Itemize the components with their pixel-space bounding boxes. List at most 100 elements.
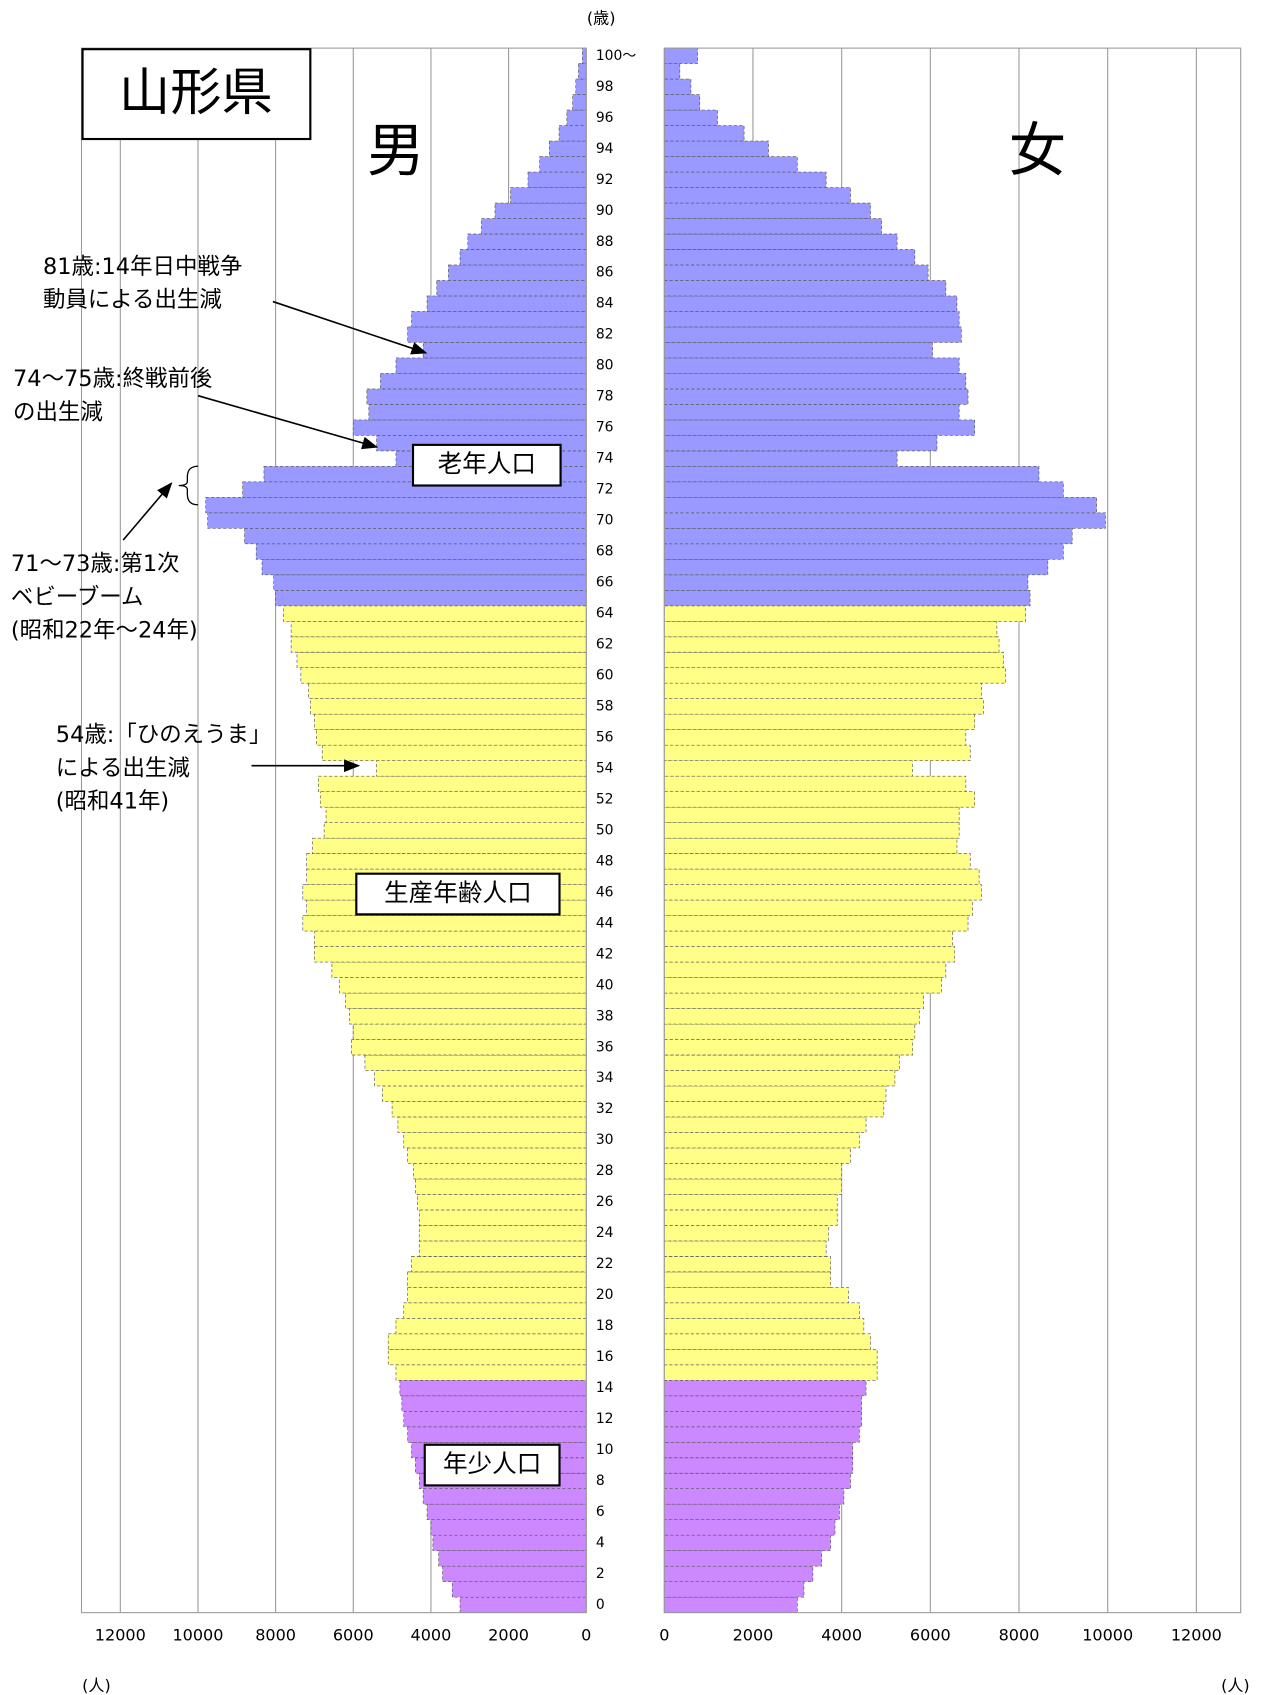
bar	[663, 1333, 871, 1350]
bar	[351, 1039, 587, 1056]
bar	[663, 1256, 831, 1273]
bar	[663, 63, 681, 80]
annotation: ベビーブーム	[11, 584, 144, 610]
bar	[290, 620, 587, 638]
bar	[325, 806, 587, 823]
age-label: 80	[596, 358, 614, 374]
x-tick-label: 10000	[172, 1626, 223, 1645]
bar	[380, 373, 587, 390]
x-tick-label: 12000	[1171, 1626, 1222, 1645]
bar	[323, 822, 587, 839]
bar	[352, 419, 587, 436]
x-tick-label: 8000	[255, 1626, 296, 1645]
age-label: 16	[596, 1349, 614, 1365]
bar	[403, 1410, 587, 1428]
bar	[663, 1101, 885, 1118]
bar	[663, 698, 984, 715]
bar	[205, 497, 587, 514]
bar	[663, 1519, 836, 1536]
bar	[663, 404, 960, 421]
bar	[451, 1581, 587, 1598]
bar	[442, 1565, 587, 1582]
age-label: 76	[596, 420, 614, 436]
x-tick-label: 2000	[488, 1626, 529, 1645]
bar	[275, 589, 587, 607]
age-label: 24	[596, 1225, 614, 1241]
age-label: 94	[596, 141, 614, 157]
x-tick-label: 0	[659, 1626, 669, 1645]
age-label: 100～	[596, 48, 637, 64]
bar	[368, 404, 587, 421]
bar	[663, 930, 953, 947]
bar	[426, 1503, 587, 1521]
bar	[244, 528, 587, 545]
bar	[207, 512, 587, 529]
age-label: 14	[596, 1380, 614, 1396]
bar	[345, 992, 587, 1009]
age-label: 26	[596, 1194, 614, 1210]
bar	[418, 1209, 587, 1226]
bar	[663, 775, 967, 792]
bar	[663, 249, 916, 266]
bar	[510, 187, 587, 204]
bar	[306, 853, 587, 870]
age-label: 22	[596, 1256, 614, 1272]
bar	[494, 202, 587, 219]
bar	[663, 1379, 867, 1397]
bar	[663, 78, 692, 95]
bar	[407, 326, 587, 343]
bar	[448, 264, 587, 281]
bar	[387, 1348, 587, 1366]
x-tick-label: 2000	[733, 1626, 774, 1645]
age-label: 86	[596, 265, 614, 281]
bar	[663, 791, 975, 808]
bar	[300, 667, 587, 684]
bar	[527, 171, 587, 188]
bar	[296, 651, 587, 669]
bar	[308, 682, 587, 700]
age-label: 96	[596, 110, 614, 126]
bar	[374, 1070, 587, 1087]
bar	[663, 47, 698, 64]
bar	[316, 729, 587, 746]
bar	[663, 1116, 867, 1133]
bar	[663, 760, 913, 777]
group-labels: 年少人口 生産年齢人口 老年人口	[355, 443, 562, 1487]
bar	[387, 1333, 587, 1350]
bar	[663, 868, 980, 885]
bar	[366, 388, 587, 405]
bar	[438, 1550, 587, 1567]
x-tick-label: 4000	[821, 1626, 862, 1645]
age-label: 84	[596, 296, 614, 312]
bar	[663, 558, 1049, 576]
bar	[663, 295, 958, 312]
bar	[663, 218, 882, 235]
age-label: 30	[596, 1132, 614, 1148]
bar	[663, 1302, 860, 1319]
annotation: (昭和22年～24年)	[11, 617, 198, 643]
bar	[663, 1410, 862, 1428]
bar	[663, 744, 971, 762]
age-label: 56	[596, 729, 614, 745]
bar	[663, 1039, 913, 1056]
bar	[255, 543, 587, 560]
age-label: 90	[596, 203, 614, 219]
bar	[663, 1441, 854, 1459]
bar	[663, 1225, 829, 1242]
bar	[391, 1101, 587, 1118]
bar	[283, 605, 587, 622]
male-label: 男	[367, 117, 425, 185]
annotation: 71～73歳:第1次	[11, 551, 180, 577]
bar	[422, 342, 587, 359]
bar	[663, 1287, 849, 1304]
bar	[663, 682, 982, 700]
arrow	[122, 482, 173, 541]
x-tick-label: 6000	[333, 1626, 374, 1645]
age-label: 88	[596, 234, 614, 250]
bar	[663, 1240, 827, 1257]
arrow	[272, 300, 428, 355]
annotation: による出生減	[56, 755, 190, 781]
bar	[432, 1534, 587, 1552]
